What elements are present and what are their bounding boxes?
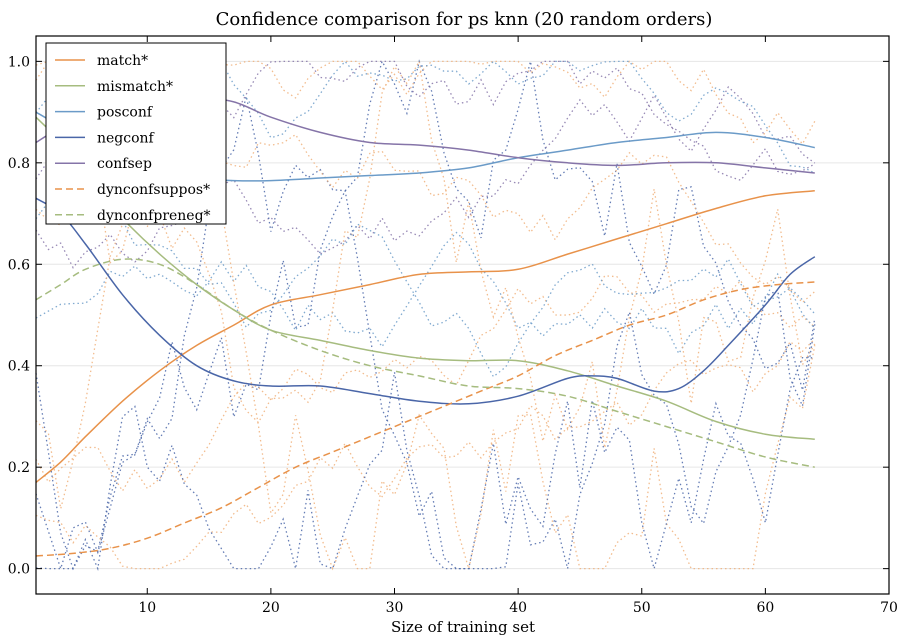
y-tick-label: 0.6 xyxy=(8,257,30,273)
axis-ticks: 10 20 30 40 50 60 70 0.0 0.2 0.4 0.6 0.8 1.0 xyxy=(8,36,898,616)
legend-box xyxy=(45,42,227,225)
x-tick-label: 60 xyxy=(756,600,774,616)
legend-label: posconf xyxy=(97,105,154,121)
series-line-match xyxy=(35,189,815,483)
x-tick-label: 10 xyxy=(138,600,156,616)
y-tick-label: 0.4 xyxy=(8,359,30,375)
series-line-dynconfsuppos xyxy=(35,281,815,557)
chart-title: Confidence comparison for ps knn (20 ran… xyxy=(216,9,713,30)
legend: match* mismatch* posconf negconf confsep dync… xyxy=(45,42,227,225)
plot-frame xyxy=(35,35,890,595)
y-tick-label: 0.0 xyxy=(8,562,30,578)
x-tick-label: 20 xyxy=(262,600,280,616)
legend-label: dynconfpreneg* xyxy=(97,208,211,224)
series-line-dynconfpreneg xyxy=(35,258,815,468)
x-tick-label: 30 xyxy=(386,600,404,616)
legend-label: negconf xyxy=(97,130,156,146)
legend-label: match* xyxy=(97,53,148,69)
run-curve-dotted xyxy=(35,275,816,493)
x-tick-label: 40 xyxy=(509,600,527,616)
run-curve-dotted xyxy=(35,85,816,269)
legend-label: dynconfsuppos* xyxy=(97,182,210,198)
y-tick-label: 0.8 xyxy=(8,156,30,172)
legend-label: confsep xyxy=(97,156,152,172)
x-tick-label: 50 xyxy=(633,600,651,616)
y-tick-label: 1.0 xyxy=(8,54,30,70)
y-tick-label: 0.2 xyxy=(8,460,30,476)
series-line-negconf xyxy=(35,197,816,405)
legend-label: mismatch* xyxy=(97,79,173,95)
run-curve-dotted xyxy=(35,288,816,571)
run-curve-dotted xyxy=(35,231,816,355)
x-tick-label: 70 xyxy=(880,600,898,616)
run-curve-dotted xyxy=(35,338,816,570)
x-axis-label: Size of training set xyxy=(391,618,535,636)
